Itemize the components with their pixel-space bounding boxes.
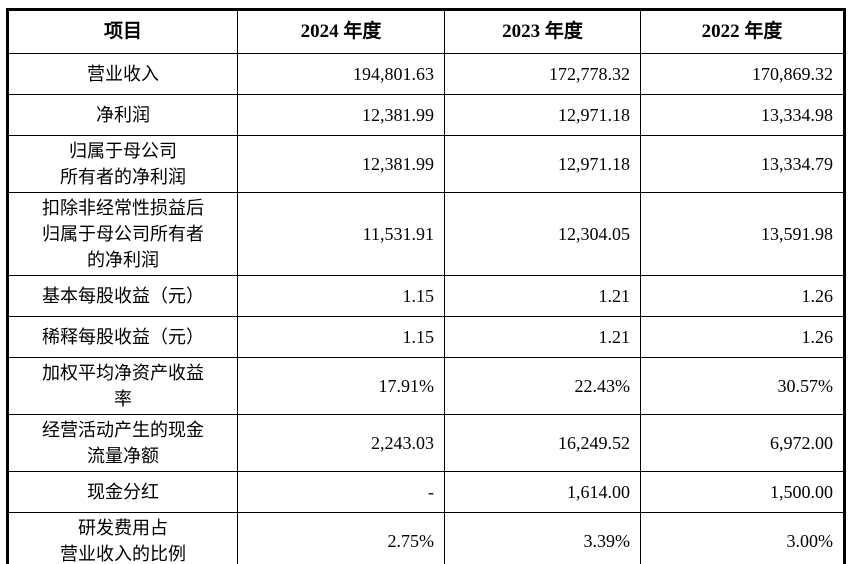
row-label: 加权平均净资产收益 率 [7, 357, 238, 415]
table-row: 研发费用占 营业收入的比例 2.75% 3.39% 3.00% [7, 512, 845, 564]
row-value: 1.15 [237, 275, 445, 317]
table-row: 扣除非经常性损益后 归属于母公司所有者 的净利润 11,531.91 12,304.… [7, 192, 845, 276]
table-row: 经营活动产生的现金 流量净额 2,243.03 16,249.52 6,972.00 [7, 414, 845, 472]
row-value: 12,381.99 [237, 135, 445, 193]
row-label: 归属于母公司 所有者的净利润 [7, 135, 238, 193]
row-value: 3.00% [640, 512, 845, 564]
row-value: 1,500.00 [640, 471, 845, 513]
table-row: 加权平均净资产收益 率 17.91% 22.43% 30.57% [7, 357, 845, 415]
row-value: 3.39% [444, 512, 641, 564]
row-value: 1.21 [444, 316, 641, 358]
table-row: 归属于母公司 所有者的净利润 12,381.99 12,971.18 13,334.7… [7, 135, 845, 193]
row-value: 194,801.63 [237, 53, 445, 95]
row-value: 172,778.32 [444, 53, 641, 95]
table-row: 营业收入 194,801.63 172,778.32 170,869.32 [7, 53, 845, 95]
row-value: 13,334.79 [640, 135, 845, 193]
row-value: 12,971.18 [444, 94, 641, 136]
row-label: 营业收入 [7, 53, 238, 95]
table-body: 营业收入 194,801.63 172,778.32 170,869.32 净利润 12,… [7, 53, 845, 564]
table-row: 基本每股收益（元） 1.15 1.21 1.26 [7, 275, 845, 317]
column-header-item: 项目 [7, 9, 238, 54]
row-value: 30.57% [640, 357, 845, 415]
table-header-row: 项目 2024 年度 2023 年度 2022 年度 [7, 9, 845, 54]
table-row: 净利润 12,381.99 12,971.18 13,334.98 [7, 94, 845, 136]
row-value: 2,243.03 [237, 414, 445, 472]
row-label: 基本每股收益（元） [7, 275, 238, 317]
row-value: 12,304.05 [444, 192, 641, 276]
row-value: 11,531.91 [237, 192, 445, 276]
row-value: 13,591.98 [640, 192, 845, 276]
row-value: 13,334.98 [640, 94, 845, 136]
column-header-2024: 2024 年度 [237, 9, 445, 54]
row-value: 1.21 [444, 275, 641, 317]
row-label: 研发费用占 营业收入的比例 [7, 512, 238, 564]
row-value: 1.15 [237, 316, 445, 358]
row-value: 16,249.52 [444, 414, 641, 472]
row-value: - [237, 471, 445, 513]
row-value: 12,381.99 [237, 94, 445, 136]
row-value: 1.26 [640, 316, 845, 358]
row-value: 1,614.00 [444, 471, 641, 513]
row-value: 170,869.32 [640, 53, 845, 95]
row-value: 22.43% [444, 357, 641, 415]
column-header-2022: 2022 年度 [640, 9, 845, 54]
table-row: 稀释每股收益（元） 1.15 1.21 1.26 [7, 316, 845, 358]
row-label: 稀释每股收益（元） [7, 316, 238, 358]
column-header-2023: 2023 年度 [444, 9, 641, 54]
row-value: 2.75% [237, 512, 445, 564]
row-label: 扣除非经常性损益后 归属于母公司所有者 的净利润 [7, 192, 238, 276]
row-label: 净利润 [7, 94, 238, 136]
row-label: 现金分红 [7, 471, 238, 513]
row-label: 经营活动产生的现金 流量净额 [7, 414, 238, 472]
row-value: 6,972.00 [640, 414, 845, 472]
row-value: 12,971.18 [444, 135, 641, 193]
financial-summary-table: 项目 2024 年度 2023 年度 2022 年度 营业收入 194,801.6… [6, 8, 846, 564]
row-value: 1.26 [640, 275, 845, 317]
table-row: 现金分红 -1,614.00 1,500.00 [7, 471, 845, 513]
row-value: 17.91% [237, 357, 445, 415]
